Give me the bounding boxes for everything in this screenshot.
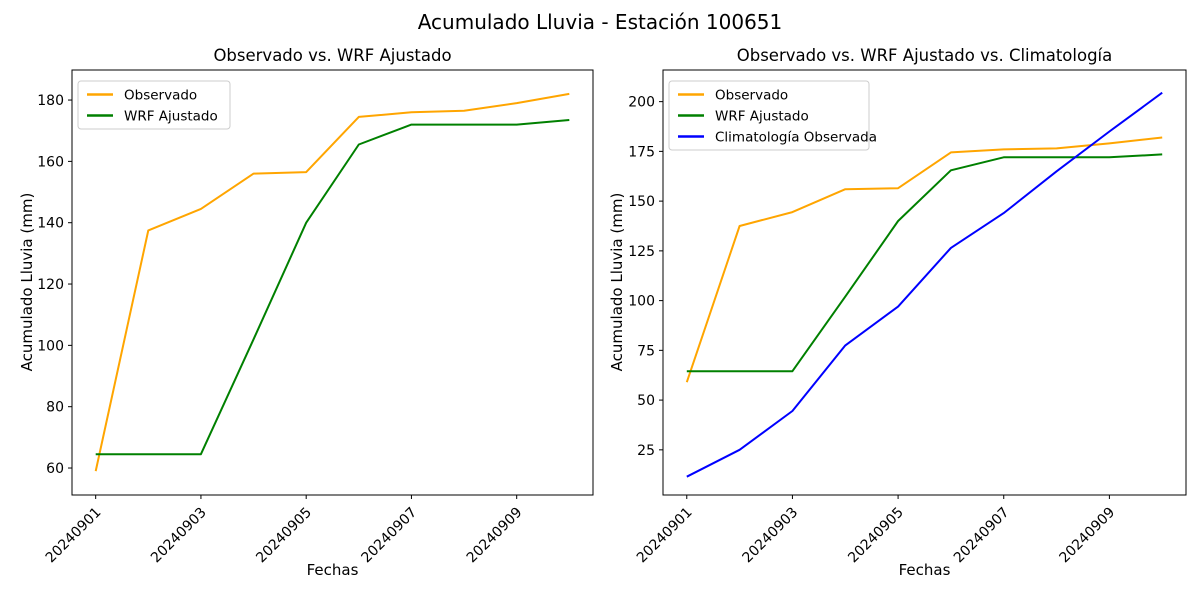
x-tick-label: 20240905 <box>845 505 907 567</box>
figure-title: Acumulado Lluvia - Estación 100651 <box>417 10 783 34</box>
x-tick-label: 20240903 <box>148 505 210 567</box>
y-tick-label: 80 <box>46 400 64 416</box>
line-observado <box>685 136 1163 383</box>
x-tick-label: 20240909 <box>464 505 526 567</box>
x-tick-label: 20240905 <box>253 505 315 567</box>
x-tick-label: 20240907 <box>359 505 421 567</box>
y-tick-label: 50 <box>637 393 655 409</box>
axes-frame-left <box>71 69 594 496</box>
legend-label-observado: Observado <box>715 88 788 104</box>
legend-box <box>77 80 231 130</box>
x-tick-label: 20240907 <box>951 505 1013 567</box>
y-tick-label: 160 <box>37 154 64 170</box>
axes-frame-right <box>662 69 1187 496</box>
y-tick-label: 100 <box>37 338 64 354</box>
y-tick-label: 180 <box>37 93 64 109</box>
y-tick-label: 120 <box>37 277 64 293</box>
x-tick-label: 20240901 <box>634 505 696 567</box>
y-tick-label: 25 <box>637 443 655 459</box>
y-tick-label: 60 <box>46 461 64 477</box>
legend-box <box>668 80 870 151</box>
y-tick-label: 175 <box>628 144 655 160</box>
legend-label-wrf-ajustado: WRF Ajustado <box>715 109 809 125</box>
y-tick-label: 200 <box>628 95 655 111</box>
x-tick-label: 20240901 <box>43 505 105 567</box>
line-wrf-ajustado <box>686 153 1163 373</box>
y-tick-label: 75 <box>637 343 655 359</box>
subplot-right-xlabel: Fechas <box>898 561 951 579</box>
line-observado <box>94 92 570 472</box>
legend-label-climatologia-observada: Climatología Observada <box>715 130 877 146</box>
subplot-left-ylabel: Acumulado Lluvia (mm) <box>18 192 36 372</box>
y-tick-label: 150 <box>628 194 655 210</box>
y-tick-label: 140 <box>37 216 64 232</box>
subplot-left-xlabel: Fechas <box>306 561 359 579</box>
legend-label-wrf-ajustado: WRF Ajustado <box>124 109 218 125</box>
y-tick-label: 125 <box>628 244 655 260</box>
line-climatologia-observada <box>686 91 1163 478</box>
y-tick-label: 100 <box>628 294 655 310</box>
subplot-left-title: Observado vs. WRF Ajustado <box>213 46 452 65</box>
line-wrf-ajustado <box>95 119 570 456</box>
legend-label-observado: Observado <box>124 88 197 104</box>
subplot-right-title: Observado vs. WRF Ajustado vs. Climatolo… <box>736 46 1113 65</box>
x-tick-label: 20240903 <box>740 505 802 567</box>
subplot-right-ylabel: Acumulado Lluvia (mm) <box>608 192 626 372</box>
x-tick-label: 20240909 <box>1057 505 1119 567</box>
